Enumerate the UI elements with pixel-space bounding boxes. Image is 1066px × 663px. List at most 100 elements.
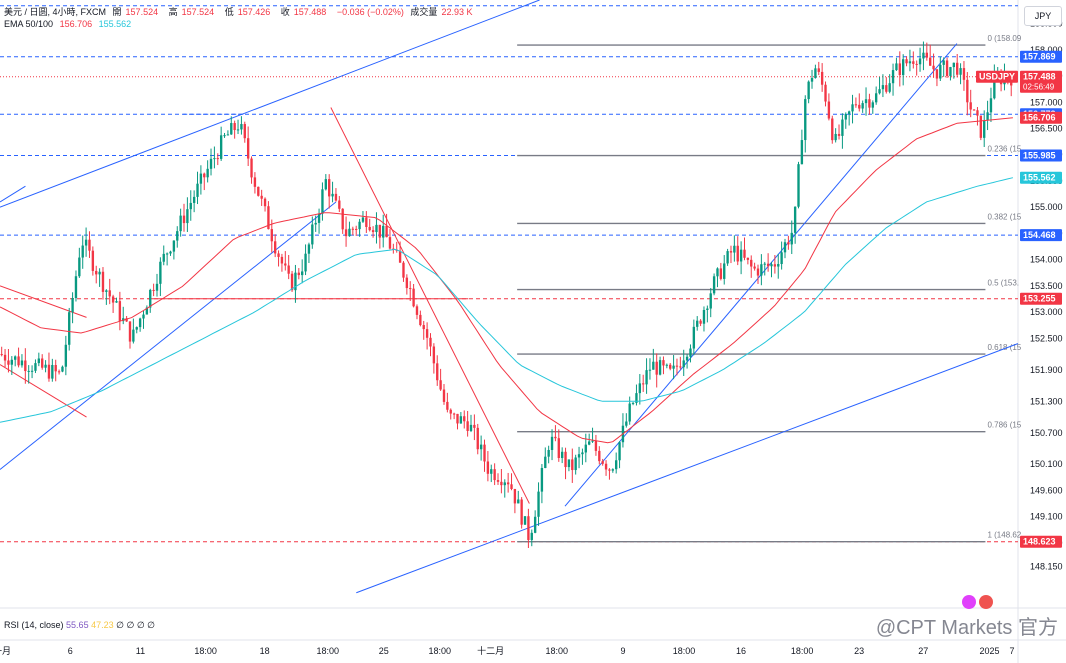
candle-body <box>412 288 415 307</box>
candle-body <box>71 298 74 313</box>
rsi-legend[interactable]: RSI (14, close) 55.65 47.23 ∅ ∅ ∅ ∅ <box>4 620 155 631</box>
candle-body <box>716 268 719 277</box>
candle-body <box>513 489 517 504</box>
fib-level-label: 0.5 (153. <box>987 279 1019 288</box>
candle-body <box>277 253 280 257</box>
y-tick-label: 152.500 <box>1030 333 1063 343</box>
candle-body <box>834 133 837 141</box>
candle-body <box>118 301 122 322</box>
candle-body <box>766 263 770 267</box>
candle-body <box>642 383 645 385</box>
candle-body <box>476 427 479 450</box>
change-value: −0.036 (−0.02%) <box>336 7 404 17</box>
candle-body <box>868 99 871 108</box>
candle-body <box>466 421 469 431</box>
candle-body <box>665 364 669 366</box>
candle-body <box>493 469 496 481</box>
candle-body <box>429 337 432 347</box>
candle-body <box>847 111 851 114</box>
candle-body <box>216 158 219 160</box>
candle-body <box>631 402 635 404</box>
candle-body <box>669 364 672 369</box>
candle-body <box>442 389 446 402</box>
x-tick-label: 18:00 <box>194 646 217 656</box>
candle-body <box>219 135 223 159</box>
candle-body <box>898 63 901 76</box>
candle-body <box>54 365 57 372</box>
candle-body <box>422 325 425 330</box>
low-value: 157.426 <box>237 7 271 17</box>
candle-body <box>409 288 412 290</box>
candle-body <box>47 364 51 379</box>
candle-body <box>341 208 344 230</box>
candle-body <box>837 133 841 136</box>
candle-body <box>976 110 979 116</box>
candle-body <box>901 59 905 76</box>
candle-body <box>290 273 294 291</box>
candle-body <box>10 359 13 365</box>
watermark-text: @CPT Markets 官方 <box>875 617 1058 639</box>
trend-line <box>0 0 540 208</box>
candle-body <box>165 253 169 255</box>
candle-body <box>496 480 500 482</box>
ema-label: EMA 50/100 <box>4 19 54 29</box>
candle-body <box>361 217 365 222</box>
candle-body <box>172 240 176 252</box>
candle-body <box>452 413 456 415</box>
candle-body <box>135 327 138 330</box>
candle-body <box>912 61 915 64</box>
candle-body <box>199 173 203 184</box>
candle-body <box>486 461 490 474</box>
candle-body <box>871 102 874 108</box>
candle-body <box>810 78 814 82</box>
ema100-value: 155.562 <box>98 19 132 29</box>
x-tick-label: 18:00 <box>316 646 339 656</box>
candle-body <box>230 123 233 135</box>
y-tick-label: 153.500 <box>1030 281 1063 291</box>
candle-body <box>149 289 152 308</box>
candle-body <box>692 326 696 349</box>
price-label-text: 153.255 <box>1023 294 1056 304</box>
close-value: 157.488 <box>293 7 327 17</box>
candle-body <box>203 173 206 178</box>
candle-body <box>672 365 675 369</box>
candle-body <box>240 124 243 130</box>
price-label-text: 155.985 <box>1023 151 1056 161</box>
candle-body <box>78 257 81 277</box>
candle-body <box>209 158 213 169</box>
candle-body <box>591 440 594 442</box>
symbol-name: 美元 / 日圆, 4小時, FXCM <box>4 7 107 17</box>
candle-body <box>108 290 111 297</box>
symbol-header: 美元 / 日圆, 4小時, FXCM 開 157.524 高 157.524 低 15… <box>4 7 473 17</box>
trend-line <box>0 201 337 470</box>
candle-body <box>723 263 726 279</box>
candle-body <box>338 200 341 209</box>
y-tick-label: 150.100 <box>1030 459 1063 469</box>
fib-level-label: 0.382 (15 <box>987 212 1021 221</box>
candle-body <box>236 129 240 131</box>
candle-body <box>74 276 78 299</box>
candle-body <box>152 289 155 291</box>
price-label-box <box>1020 50 1062 63</box>
candle-body <box>824 84 827 102</box>
flag-icon <box>979 595 993 609</box>
candle-body <box>250 158 253 178</box>
y-tick-label: 150.700 <box>1030 428 1063 438</box>
y-tick-label: 149.600 <box>1030 485 1063 495</box>
candle-body <box>169 251 172 254</box>
x-tick-label: 25 <box>379 646 389 656</box>
candle-body <box>328 179 331 197</box>
ema-legend[interactable]: EMA 50/100 156.706 155.562 <box>4 19 135 29</box>
candle-body <box>344 229 348 237</box>
candle-body <box>706 308 709 310</box>
candle-body <box>571 459 574 471</box>
candle-body <box>618 442 621 461</box>
currency-button[interactable]: JPY <box>1024 6 1062 26</box>
candle-body <box>517 499 520 504</box>
candle-body <box>382 225 385 238</box>
price-label-text: 155.562 <box>1023 173 1056 183</box>
candle-body <box>895 63 898 71</box>
candle-body <box>939 64 942 79</box>
candle-body <box>159 261 162 284</box>
